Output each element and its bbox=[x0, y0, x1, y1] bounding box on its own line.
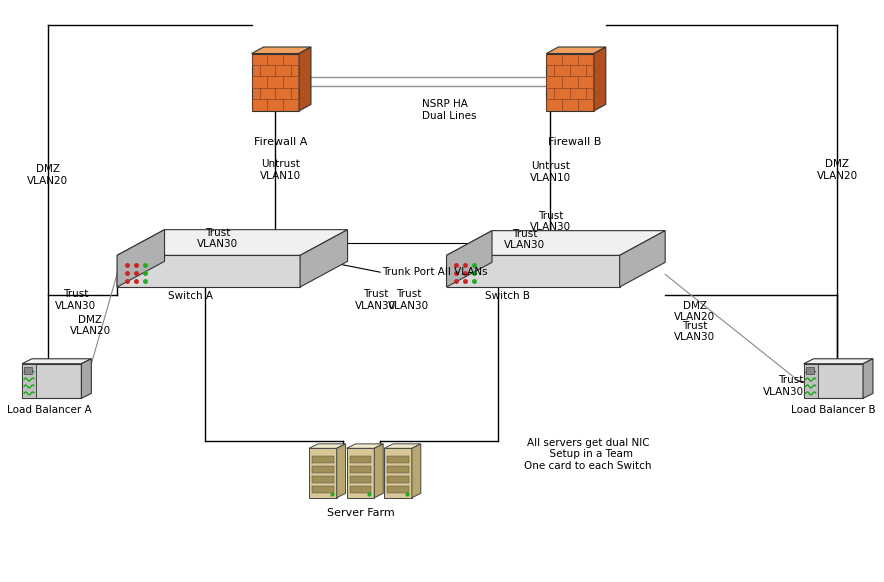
Text: Trunk Port All VLANs: Trunk Port All VLANs bbox=[382, 267, 488, 277]
Text: DMZ
VLAN20: DMZ VLAN20 bbox=[27, 164, 68, 186]
Polygon shape bbox=[387, 476, 409, 483]
Polygon shape bbox=[620, 230, 665, 287]
Polygon shape bbox=[22, 364, 81, 398]
Polygon shape bbox=[863, 359, 873, 398]
Polygon shape bbox=[312, 486, 334, 493]
Polygon shape bbox=[252, 47, 311, 54]
Polygon shape bbox=[446, 230, 665, 255]
Text: Untrust
VLAN10: Untrust VLAN10 bbox=[530, 161, 571, 183]
Text: DMZ
VLAN20: DMZ VLAN20 bbox=[817, 159, 857, 181]
Text: Firewall A: Firewall A bbox=[254, 137, 307, 147]
Polygon shape bbox=[309, 444, 346, 448]
Polygon shape bbox=[349, 486, 371, 493]
Text: Trust
VLAN30: Trust VLAN30 bbox=[504, 229, 545, 250]
Polygon shape bbox=[347, 444, 383, 448]
Polygon shape bbox=[349, 476, 371, 483]
Polygon shape bbox=[117, 230, 164, 287]
Text: Firewall B: Firewall B bbox=[548, 137, 602, 147]
Polygon shape bbox=[312, 476, 334, 483]
Polygon shape bbox=[117, 230, 347, 255]
Polygon shape bbox=[347, 448, 374, 498]
Bar bbox=[805, 367, 813, 374]
Text: DMZ
VLAN20: DMZ VLAN20 bbox=[70, 315, 110, 336]
Polygon shape bbox=[385, 444, 421, 448]
Text: Trust
VLAN30: Trust VLAN30 bbox=[197, 228, 239, 249]
Polygon shape bbox=[337, 444, 346, 498]
Text: Untrust
VLAN10: Untrust VLAN10 bbox=[260, 159, 301, 181]
Text: Trust
VLAN30: Trust VLAN30 bbox=[388, 289, 430, 311]
Polygon shape bbox=[309, 448, 337, 498]
Polygon shape bbox=[804, 364, 863, 398]
Polygon shape bbox=[387, 466, 409, 473]
Polygon shape bbox=[546, 47, 606, 54]
Text: Trust
VLAN30: Trust VLAN30 bbox=[530, 211, 571, 232]
Text: Switch B: Switch B bbox=[484, 291, 530, 301]
Polygon shape bbox=[385, 448, 412, 498]
Text: Trust
VLAN30: Trust VLAN30 bbox=[674, 321, 715, 342]
Text: Switch A: Switch A bbox=[168, 291, 213, 301]
Polygon shape bbox=[594, 47, 606, 111]
Polygon shape bbox=[312, 466, 334, 473]
Polygon shape bbox=[804, 359, 873, 364]
Text: DMZ
VLAN20: DMZ VLAN20 bbox=[674, 301, 715, 322]
Polygon shape bbox=[22, 364, 36, 398]
Polygon shape bbox=[299, 47, 311, 111]
Text: All servers get dual NIC
  Setup in a Team
One card to each Switch: All servers get dual NIC Setup in a Team… bbox=[524, 438, 652, 471]
Polygon shape bbox=[312, 456, 334, 463]
Text: Load Balancer B: Load Balancer B bbox=[791, 405, 876, 415]
Polygon shape bbox=[117, 255, 300, 287]
Polygon shape bbox=[22, 359, 91, 364]
Polygon shape bbox=[300, 230, 347, 287]
Polygon shape bbox=[81, 359, 91, 398]
Polygon shape bbox=[374, 444, 383, 498]
Polygon shape bbox=[387, 456, 409, 463]
Text: NSRP HA
Dual Lines: NSRP HA Dual Lines bbox=[422, 99, 476, 120]
Text: Server Farm: Server Farm bbox=[326, 508, 394, 517]
Polygon shape bbox=[446, 255, 620, 287]
Bar bbox=[24, 367, 32, 374]
Polygon shape bbox=[546, 54, 594, 111]
Text: Trust
VLAN30: Trust VLAN30 bbox=[763, 375, 804, 397]
Polygon shape bbox=[349, 456, 371, 463]
Polygon shape bbox=[349, 466, 371, 473]
Polygon shape bbox=[252, 54, 299, 111]
Polygon shape bbox=[387, 486, 409, 493]
Polygon shape bbox=[446, 230, 492, 287]
Text: Trust
VLAN30: Trust VLAN30 bbox=[354, 289, 396, 311]
Text: Load Balancer A: Load Balancer A bbox=[7, 405, 92, 415]
Text: Trust
VLAN30: Trust VLAN30 bbox=[55, 289, 96, 311]
Polygon shape bbox=[412, 444, 421, 498]
Polygon shape bbox=[804, 364, 818, 398]
